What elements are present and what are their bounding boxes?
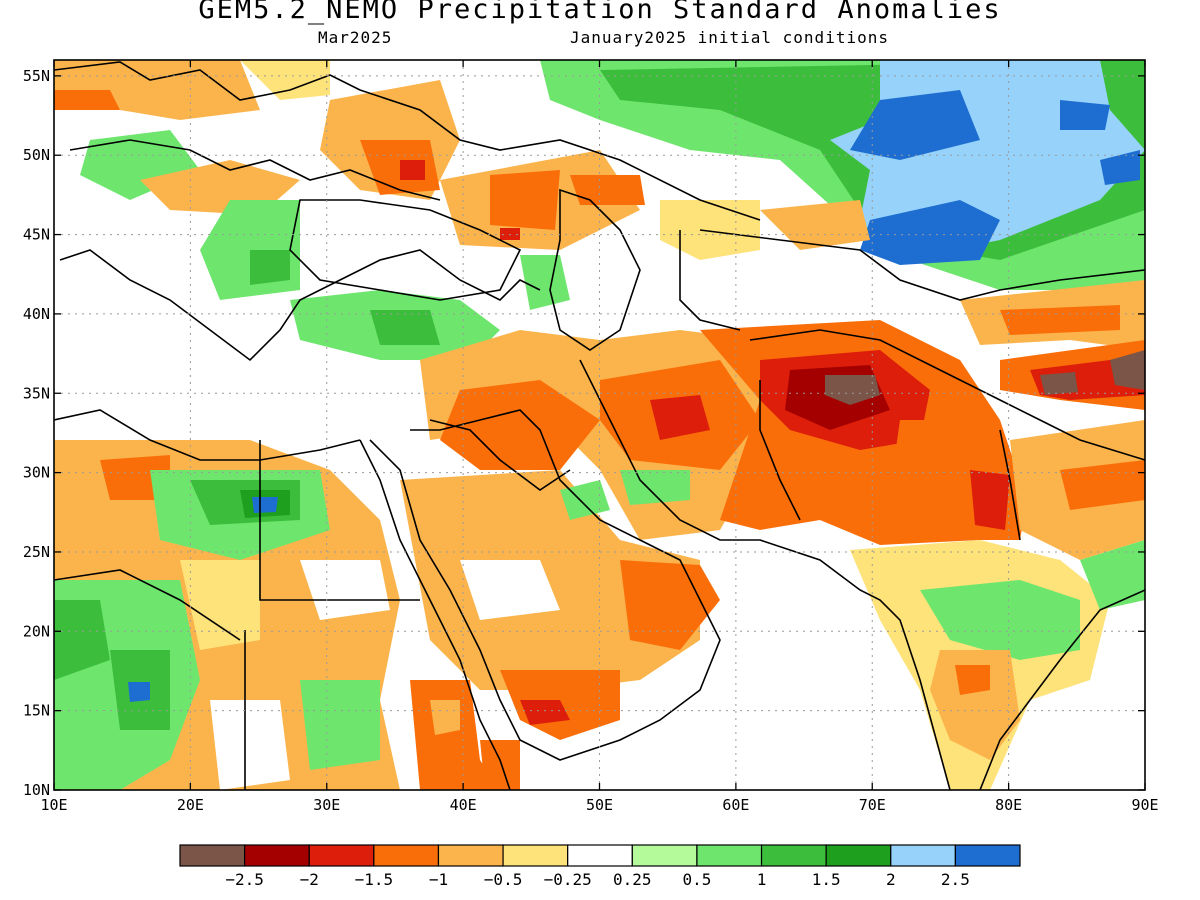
colorbar-label: 0.5 bbox=[682, 870, 711, 889]
colorbar-swatch bbox=[179, 844, 246, 867]
lon-tick-label: 10E bbox=[40, 796, 67, 814]
lon-tick-label: 70E bbox=[859, 796, 886, 814]
colorbar-swatch bbox=[696, 844, 763, 867]
chart-title: GEM5.2_NEMO Precipitation Standard Anoma… bbox=[198, 0, 1002, 25]
colorbar-swatch bbox=[502, 844, 569, 867]
initial-conditions: January2025 initial conditions bbox=[570, 28, 889, 47]
colorbar bbox=[179, 844, 1021, 867]
lat-tick-label: 50N bbox=[23, 146, 50, 164]
colorbar-labels: −2.5 −2 −1.5 −1 −0.5 −0.25 0.25 0.5 1 1.5 2 2.5 bbox=[225, 870, 969, 889]
lat-lon-grid bbox=[54, 60, 1145, 790]
colorbar-label: 1.5 bbox=[812, 870, 841, 889]
colorbar-swatch bbox=[760, 844, 827, 867]
colorbar-swatch bbox=[373, 844, 440, 867]
lat-tick-label: 15N bbox=[23, 702, 50, 720]
coastlines-borders bbox=[54, 61, 1145, 790]
colorbar-label: −0.25 bbox=[544, 870, 592, 889]
lat-tick-label: 35N bbox=[23, 384, 50, 402]
latitude-labels: 10N 15N 20N 25N 30N 35N 40N 45N 50N 55N bbox=[23, 67, 50, 799]
colorbar-label: 2 bbox=[886, 870, 896, 889]
colorbar-label: −1.5 bbox=[355, 870, 394, 889]
colorbar-swatch bbox=[437, 844, 504, 867]
colorbar-label: 1 bbox=[757, 870, 767, 889]
colorbar-label: −1 bbox=[429, 870, 448, 889]
lat-tick-label: 40N bbox=[23, 305, 50, 323]
colorbar-swatch bbox=[890, 844, 956, 867]
colorbar-label: −0.5 bbox=[484, 870, 523, 889]
lon-tick-label: 80E bbox=[995, 796, 1022, 814]
colorbar-swatch bbox=[567, 844, 633, 867]
lon-tick-label: 90E bbox=[1131, 796, 1158, 814]
lon-tick-label: 20E bbox=[177, 796, 204, 814]
colorbar-swatch bbox=[244, 844, 310, 867]
lon-tick-label: 30E bbox=[313, 796, 340, 814]
colorbar-swatch bbox=[308, 844, 375, 867]
lat-tick-label: 20N bbox=[23, 622, 50, 640]
colorbar-swatch bbox=[825, 844, 892, 867]
anomaly-field bbox=[54, 60, 1145, 790]
lat-tick-label: 30N bbox=[23, 464, 50, 482]
lon-tick-label: 50E bbox=[586, 796, 613, 814]
colorbar-swatch bbox=[954, 844, 1021, 867]
lat-tick-label: 10N bbox=[23, 781, 50, 799]
lon-tick-label: 60E bbox=[722, 796, 749, 814]
lat-tick-label: 45N bbox=[23, 226, 50, 244]
colorbar-label: 2.5 bbox=[941, 870, 970, 889]
colorbar-label: −2.5 bbox=[225, 870, 264, 889]
colorbar-label: 0.25 bbox=[613, 870, 652, 889]
colorbar-swatch bbox=[631, 844, 698, 867]
lat-tick-label: 55N bbox=[23, 67, 50, 85]
lat-tick-label: 25N bbox=[23, 543, 50, 561]
lon-tick-label: 40E bbox=[450, 796, 477, 814]
colorbar-label: −2 bbox=[300, 870, 319, 889]
longitude-labels: 10E 20E 30E 40E 50E 60E 70E 80E 90E bbox=[40, 796, 1158, 814]
forecast-month: Mar2025 bbox=[318, 28, 393, 47]
